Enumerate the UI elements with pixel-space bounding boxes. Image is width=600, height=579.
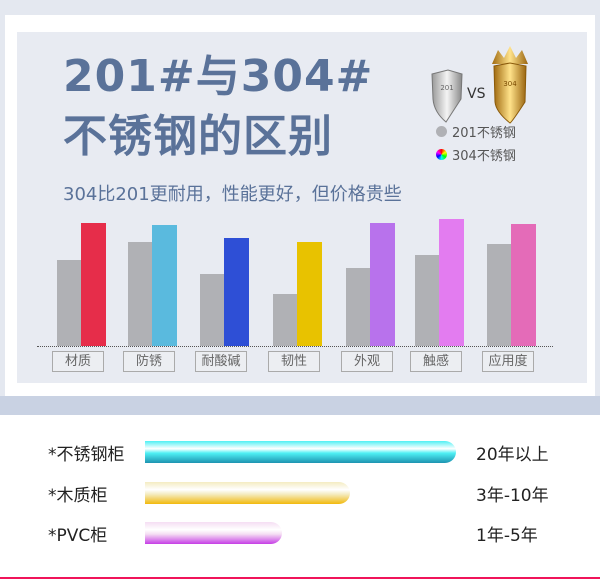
bar-304-2 — [224, 238, 249, 346]
bar-304-5 — [439, 219, 464, 346]
bar-304-6 — [511, 224, 536, 346]
lifespan-bar — [145, 482, 351, 504]
bar-201-3 — [273, 294, 298, 346]
lifespan-bar — [145, 522, 282, 544]
bar-304-0 — [81, 223, 106, 346]
bar-201-1 — [128, 242, 153, 346]
bar-201-2 — [200, 274, 225, 346]
bar-201-0 — [57, 260, 82, 346]
title-line-1: 201#与304# — [63, 51, 374, 102]
gray-dot-icon — [436, 126, 447, 137]
bar-304-4 — [370, 223, 395, 346]
legend-item-201: 201不锈钢 — [436, 122, 516, 141]
rainbow-dot-icon — [436, 149, 447, 160]
svg-text:201: 201 — [440, 84, 453, 92]
lifespan-label: *不锈钢柜 — [48, 445, 125, 465]
bottom-border — [0, 577, 600, 579]
bar-201-6 — [487, 244, 512, 346]
gold-crown-shield-icon: 304 — [492, 46, 528, 124]
x-tick-label: 韧性 — [268, 351, 320, 372]
lifespan-label: *PVC柜 — [48, 526, 108, 546]
subtitle: 304比201更耐用，性能更好，但价格贵些 — [63, 184, 402, 205]
x-tick-label: 材质 — [52, 351, 104, 372]
bar-201-4 — [346, 268, 371, 346]
x-tick-label: 防锈 — [123, 351, 175, 372]
bar-304-3 — [297, 242, 322, 346]
bar-304-1 — [152, 225, 177, 346]
bar-201-5 — [415, 255, 440, 346]
shield-comparison-icons: 201 304 — [431, 46, 528, 124]
vs-label: VS — [467, 86, 486, 102]
legend-label: 201不锈钢 — [452, 126, 516, 141]
x-tick-label: 应用度 — [482, 351, 534, 372]
silver-shield-icon: 201 — [431, 69, 463, 123]
lifespan-value: 20年以上 — [476, 445, 549, 465]
title-line-2: 不锈钢的区别 — [63, 111, 333, 162]
x-tick-label: 外观 — [341, 351, 393, 372]
x-tick-label: 触感 — [410, 351, 462, 372]
legend-label: 304不锈钢 — [452, 149, 516, 164]
x-axis-baseline — [37, 346, 553, 347]
legend-item-304: 304不锈钢 — [436, 145, 516, 164]
lifespan-label: *木质柜 — [48, 486, 108, 506]
lifespan-bar — [145, 441, 456, 463]
x-tick-label: 耐酸碱 — [195, 351, 247, 372]
section-divider — [0, 396, 600, 415]
svg-text:304: 304 — [503, 80, 517, 88]
lifespan-value: 3年-10年 — [476, 486, 549, 506]
lifespan-value: 1年-5年 — [476, 526, 538, 546]
